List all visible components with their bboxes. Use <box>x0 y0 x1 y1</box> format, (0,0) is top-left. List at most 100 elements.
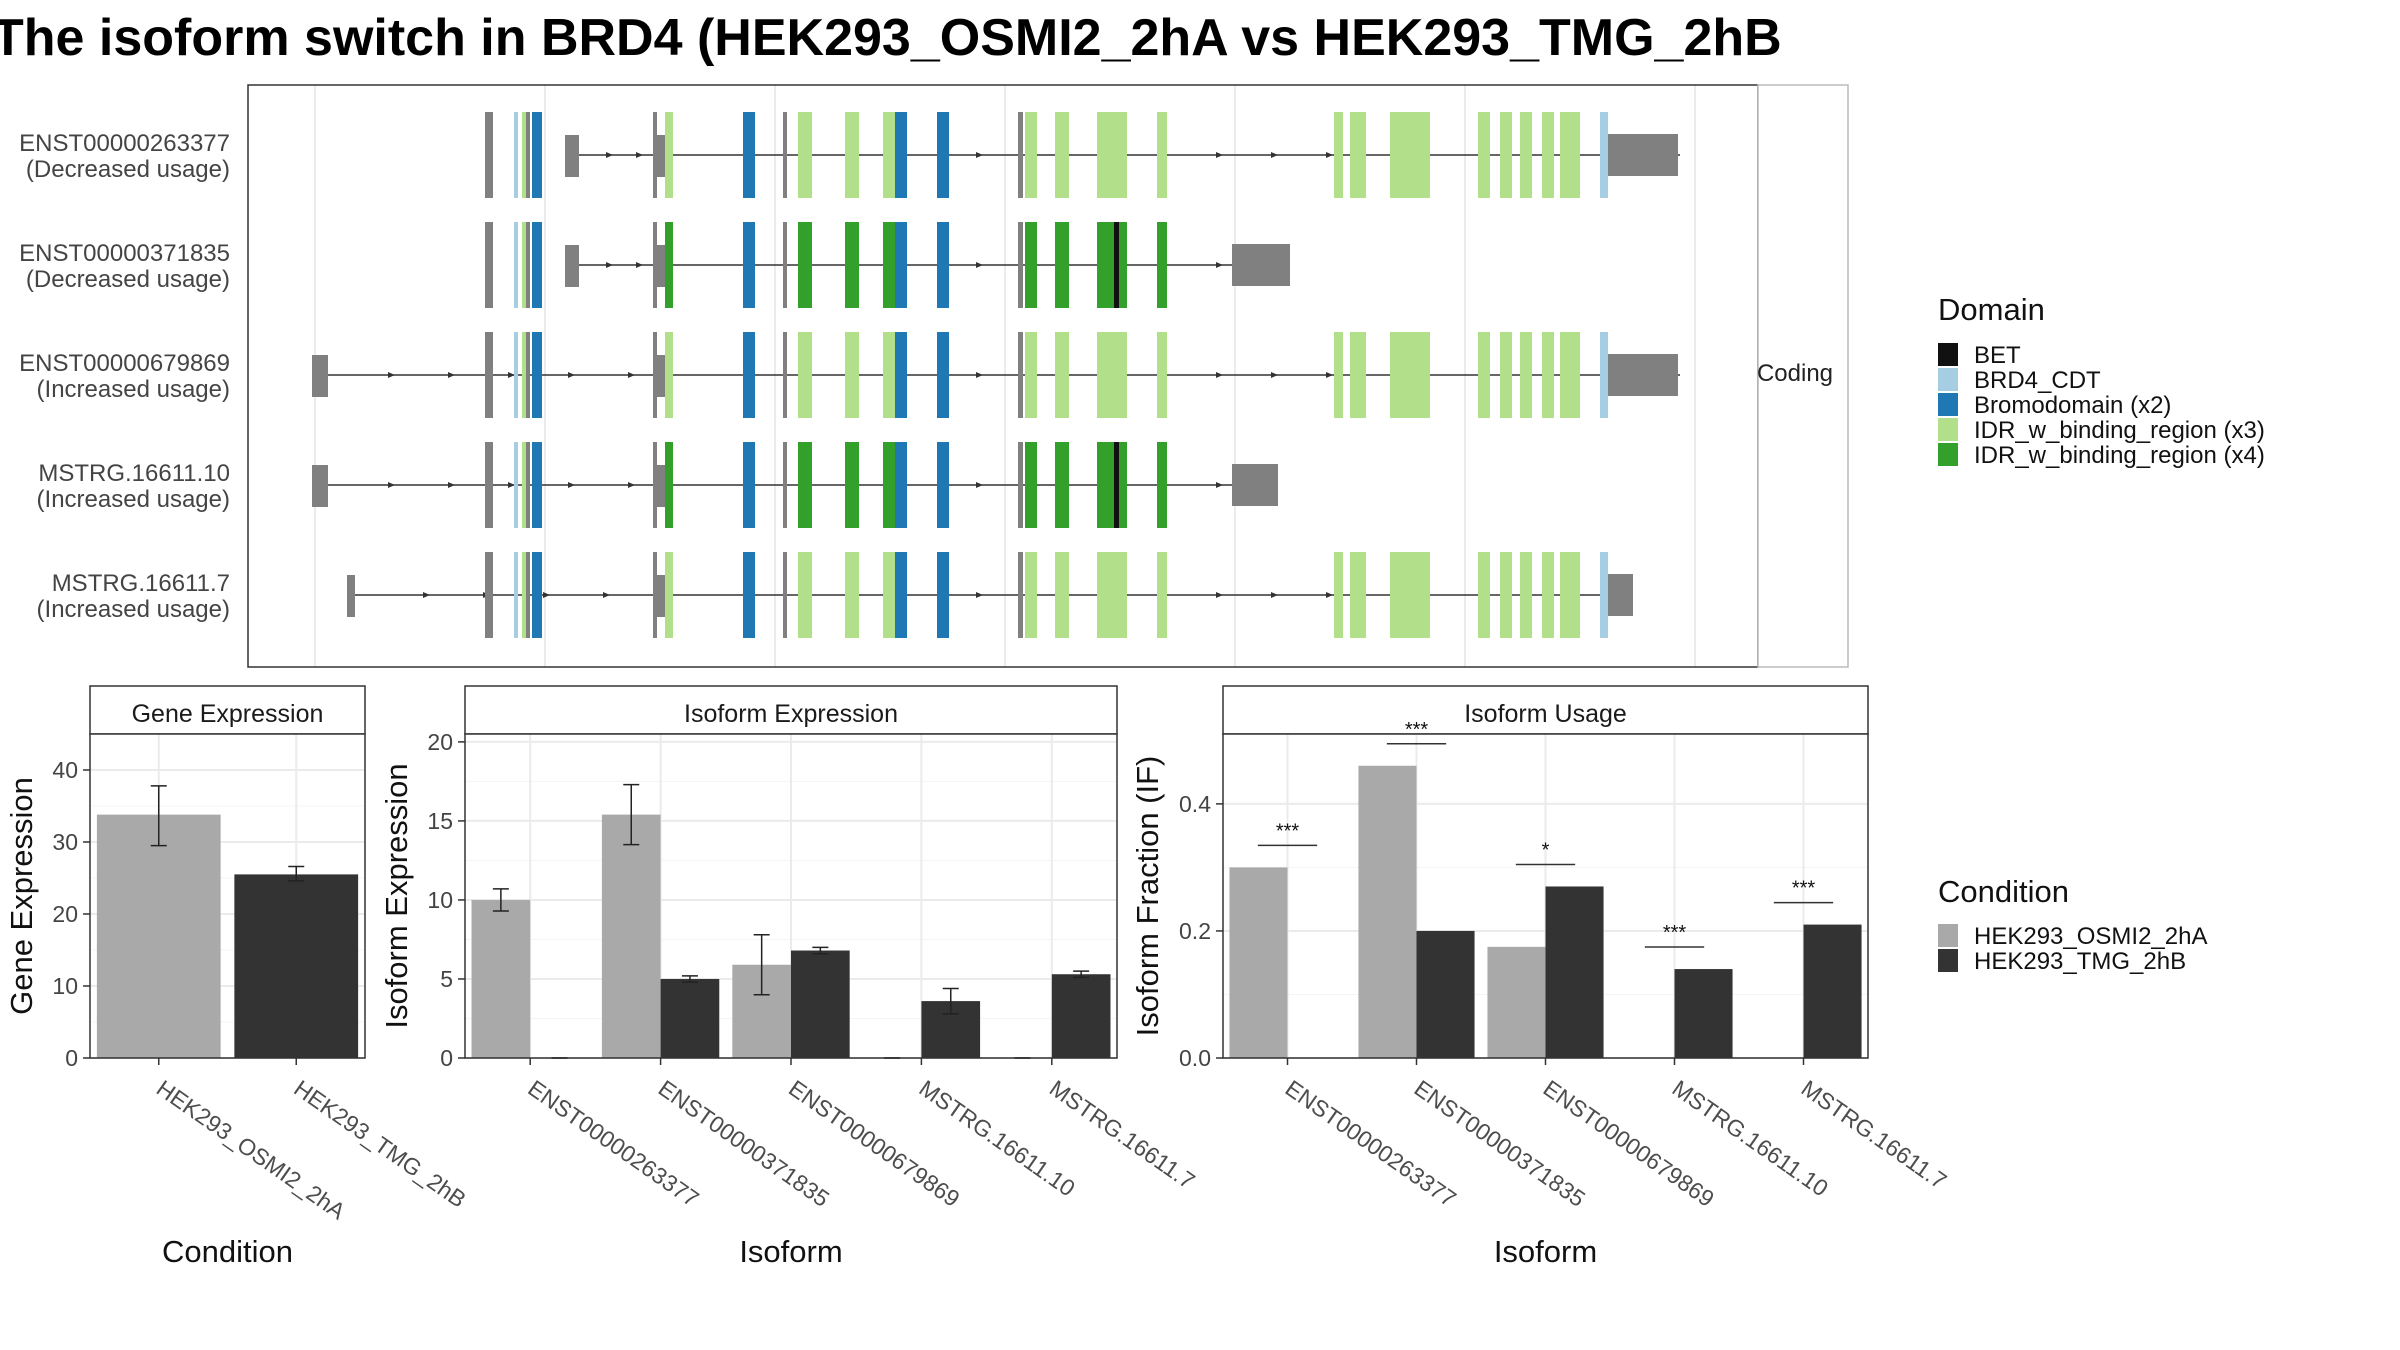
idr-exon <box>798 552 812 638</box>
idr-exon <box>1520 552 1532 638</box>
exon <box>485 222 493 308</box>
idr-exon <box>883 222 895 308</box>
bar <box>601 814 661 1058</box>
significance-label: *** <box>1405 719 1429 741</box>
idr-exon <box>1334 552 1343 638</box>
bar <box>1545 886 1604 1058</box>
exon <box>783 222 787 308</box>
intron-arrow <box>448 482 455 488</box>
utr-exon <box>655 575 665 617</box>
idr-exon <box>1390 112 1430 198</box>
exon <box>514 222 518 308</box>
figure-title: The isoform switch in BRD4 (HEK293_OSMI2… <box>0 9 1782 67</box>
intron-arrow <box>543 592 550 598</box>
transcript-id-label: ENST00000679869 <box>19 350 230 377</box>
bromodomain-exon <box>895 332 907 418</box>
exon <box>514 552 518 638</box>
structure-facet-label: Coding <box>1757 360 1833 387</box>
bromodomain-exon <box>895 442 907 528</box>
y-axis-label: Gene Expression <box>4 777 39 1015</box>
bar <box>1051 974 1111 1058</box>
bar <box>1416 930 1475 1058</box>
bar <box>1674 969 1733 1058</box>
y-tick-label: 20 <box>52 901 78 927</box>
idr-exon <box>1350 332 1366 418</box>
bromodomain-exon <box>937 332 949 418</box>
structure-facet-strip <box>1757 84 1849 668</box>
idr-exon <box>1478 332 1490 418</box>
idr-exon <box>1478 112 1490 198</box>
idr-exon <box>1334 112 1343 198</box>
intron-arrow <box>976 262 983 268</box>
idr-exon <box>1025 112 1037 198</box>
transcript-row <box>312 442 1278 528</box>
facet-strip-label: Isoform Expression <box>684 700 898 728</box>
transcript-id-label: MSTRG.16611.7 <box>52 570 230 597</box>
exon <box>514 442 518 528</box>
idr-exon <box>1560 112 1580 198</box>
utr-exon <box>312 465 328 507</box>
y-tick-label: 40 <box>52 757 78 783</box>
facet-strip-label: Gene Expression <box>132 700 324 728</box>
bromodomain-exon <box>937 552 949 638</box>
idr-exon <box>1157 112 1167 198</box>
bar <box>660 978 720 1058</box>
idr-exon <box>1542 112 1554 198</box>
intron-arrow <box>1216 482 1223 488</box>
idr-exon <box>1542 332 1554 418</box>
intron-arrow <box>1271 592 1278 598</box>
brd4-cdt-exon <box>1600 112 1608 198</box>
y-tick-label: 0.2 <box>1179 918 1211 944</box>
exon <box>1018 222 1023 308</box>
idr-exon <box>1097 222 1127 308</box>
idr-exon <box>1390 332 1430 418</box>
transcript-row <box>485 222 1290 308</box>
intron-arrow <box>1271 372 1278 378</box>
intron-arrow <box>976 372 983 378</box>
exon <box>653 332 657 418</box>
facet-strip-label: Isoform Usage <box>1464 700 1627 728</box>
intron-arrow <box>1216 372 1223 378</box>
bar <box>1229 867 1288 1058</box>
idr-exon <box>883 112 895 198</box>
domain-legend-label: BRD4_CDT <box>1974 367 2101 394</box>
bromodomain-exon <box>937 222 949 308</box>
intron-arrow <box>636 262 643 268</box>
x-axis-label: Isoform <box>1494 1234 1597 1269</box>
transcript-usage-label: (Decreased usage) <box>26 156 230 183</box>
idr-exon <box>1520 112 1532 198</box>
domain-legend-label: IDR_w_binding_region (x3) <box>1974 417 2265 444</box>
exon <box>514 112 518 198</box>
transcript-usage-label: (Increased usage) <box>37 376 230 403</box>
condition-legend-key <box>1938 924 1958 947</box>
bromodomain-exon <box>532 552 542 638</box>
intron-arrow <box>1216 262 1223 268</box>
intron-arrow <box>568 372 575 378</box>
idr-exon <box>1157 552 1167 638</box>
idr-exon <box>1025 332 1037 418</box>
plot-border <box>89 733 366 1059</box>
y-tick-label: 20 <box>427 729 453 755</box>
idr-exon <box>1478 552 1490 638</box>
bromodomain-exon <box>743 332 755 418</box>
intron-arrow <box>1216 152 1223 158</box>
idr-exon <box>798 112 812 198</box>
utr-exon <box>1232 464 1278 506</box>
y-tick-label: 0 <box>440 1045 453 1071</box>
significance-label: *** <box>1276 820 1300 842</box>
facet-strip <box>89 685 366 735</box>
intron-arrow <box>636 152 643 158</box>
x-axis-label: Condition <box>162 1234 293 1269</box>
idr-exon <box>1055 222 1069 308</box>
idr-exon <box>1500 332 1512 418</box>
significance-label: *** <box>1663 922 1687 944</box>
utr-exon <box>655 245 665 287</box>
idr-exon <box>1055 332 1069 418</box>
idr-exon <box>883 552 895 638</box>
idr-exon <box>1055 442 1069 528</box>
exon <box>783 552 787 638</box>
exon <box>783 332 787 418</box>
